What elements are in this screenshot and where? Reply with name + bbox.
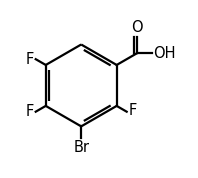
Text: F: F [129,103,137,118]
Text: F: F [26,52,34,67]
Text: O: O [131,20,143,35]
Text: OH: OH [153,46,176,61]
Text: Br: Br [73,140,89,155]
Text: F: F [26,104,34,119]
